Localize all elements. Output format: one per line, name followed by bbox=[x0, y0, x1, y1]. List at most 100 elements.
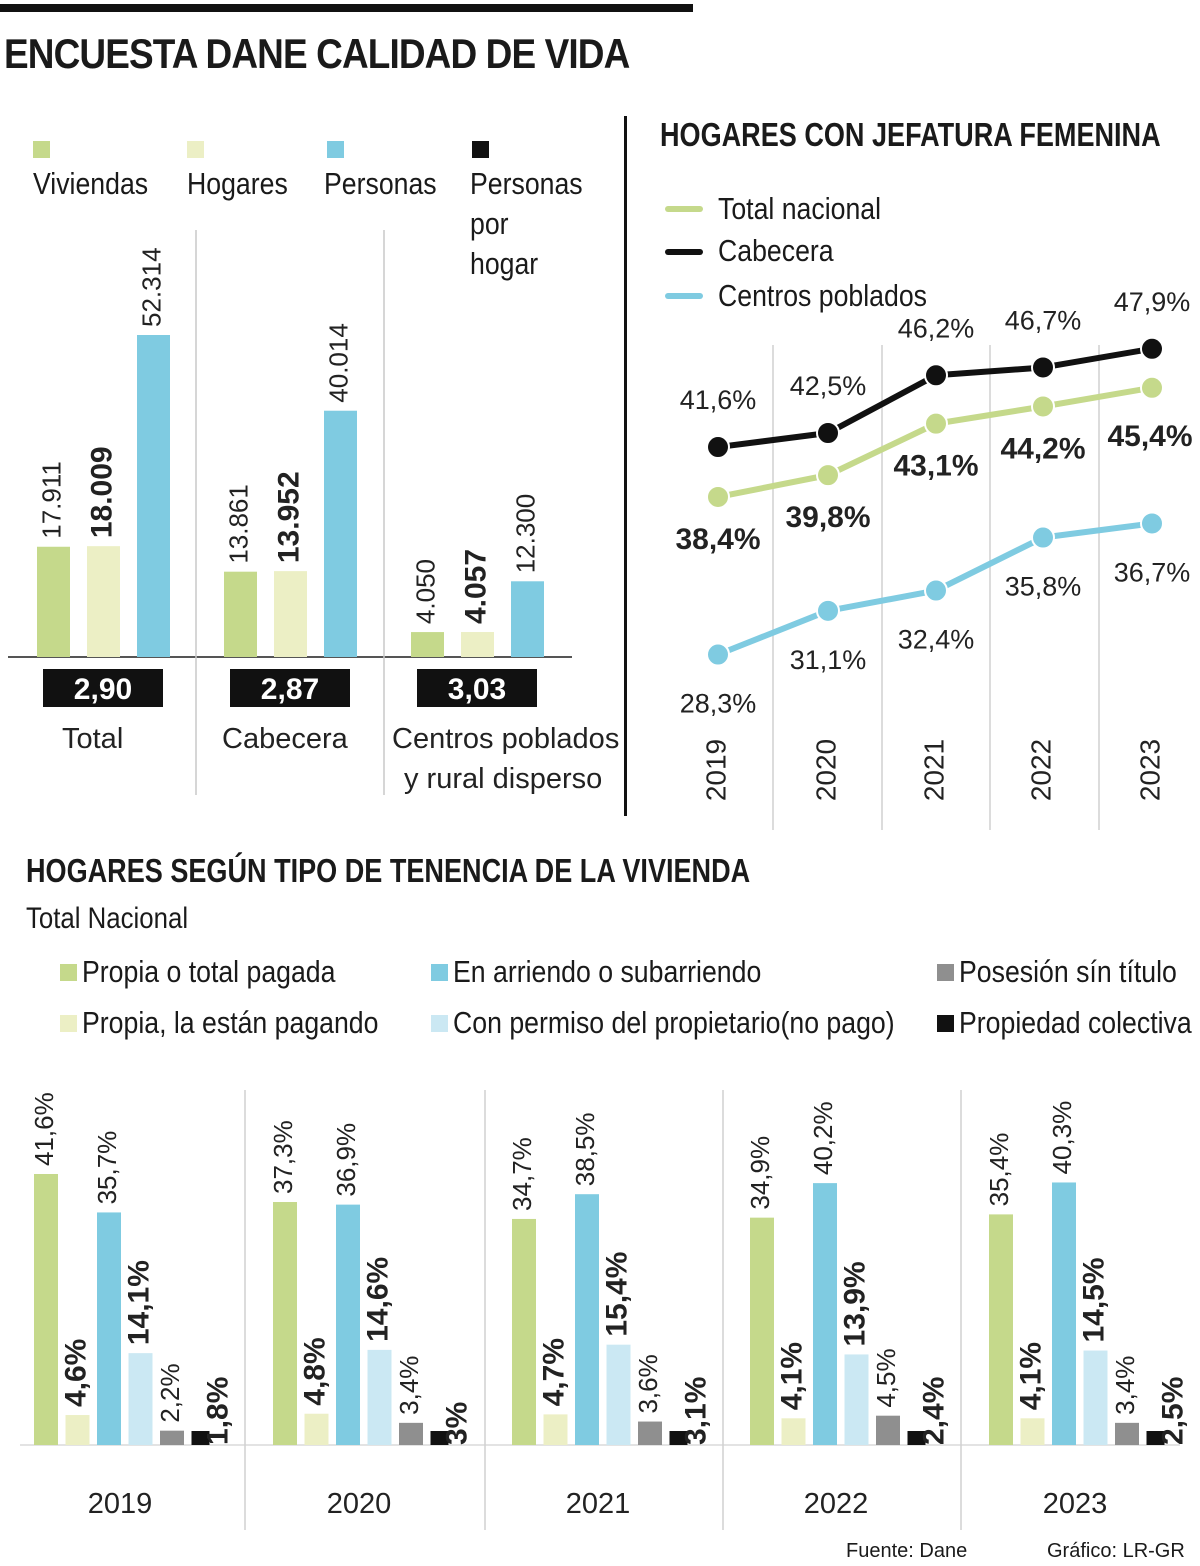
chart2-year-label-0: 2019 bbox=[700, 739, 731, 801]
tenure-bar-2-4 bbox=[1052, 1182, 1076, 1445]
legend-swatch-permiso bbox=[431, 1015, 448, 1032]
bar-label-hogares-1: 13.952 bbox=[272, 471, 305, 563]
legend-swatch-arriendo bbox=[431, 964, 448, 981]
tenure-label-2-3: 40,2% bbox=[808, 1101, 838, 1175]
bar-label-personas-2: 12.300 bbox=[510, 494, 540, 574]
chart3-year-label-0: 2019 bbox=[88, 1488, 153, 1520]
bar-viviendas-1 bbox=[224, 571, 257, 657]
tenure-bar-0-3 bbox=[750, 1217, 774, 1445]
tenure-label-0-1: 37,3% bbox=[268, 1120, 298, 1194]
chart1-category-label-2-0: Centros poblados bbox=[392, 723, 619, 755]
tenure-bar-4-0 bbox=[160, 1430, 184, 1445]
legend-label-personas: Personas bbox=[324, 166, 437, 201]
tenure-bar-5-3 bbox=[907, 1431, 926, 1445]
tenure-label-2-4: 40,3% bbox=[1047, 1101, 1077, 1175]
legend-label-viviendas: Viviendas bbox=[33, 166, 149, 201]
tenure-bar-3-0 bbox=[128, 1353, 153, 1445]
legend-label-propia-pagada: Propia o total pagada bbox=[82, 954, 336, 989]
tenure-bar-0-0 bbox=[34, 1174, 58, 1445]
bar-label-hogares-2: 4.057 bbox=[459, 549, 492, 624]
tenure-bar-2-2 bbox=[575, 1194, 599, 1445]
tenure-bar-2-1 bbox=[336, 1204, 360, 1445]
line-2-label-2: 32,4% bbox=[898, 625, 975, 655]
chart2-year-label-1: 2020 bbox=[810, 739, 841, 801]
tenure-bar-1-0 bbox=[65, 1415, 90, 1445]
line-0-label-4: 45,4% bbox=[1107, 420, 1192, 453]
legend-swatch-hogares bbox=[187, 141, 204, 158]
bar-label-viviendas-2: 4.050 bbox=[410, 559, 440, 624]
tenure-bar-4-2 bbox=[638, 1421, 662, 1445]
line-1-label-0: 41,6% bbox=[680, 385, 757, 415]
bar-label-viviendas-0: 17.911 bbox=[36, 461, 66, 539]
tenure-bar-5-0 bbox=[191, 1431, 210, 1445]
bar-hogares-1 bbox=[274, 571, 307, 657]
tenure-bar-0-4 bbox=[989, 1214, 1013, 1445]
tenure-label-2-0: 35,7% bbox=[92, 1131, 122, 1205]
tenure-label-5-1: 3% bbox=[440, 1402, 473, 1445]
tenure-label-3-4: 14,5% bbox=[1077, 1257, 1110, 1342]
line-0-point-4 bbox=[1140, 375, 1164, 400]
legend-swatch-posesion bbox=[937, 964, 954, 981]
line-2-label-1: 31,1% bbox=[790, 645, 867, 675]
tenure-label-5-0: 1,8% bbox=[201, 1377, 234, 1445]
tenure-bar-5-4 bbox=[1146, 1431, 1165, 1445]
tenure-label-2-1: 36,9% bbox=[331, 1123, 361, 1197]
tenure-bar-5-1 bbox=[430, 1431, 449, 1445]
tenure-label-5-3: 2,4% bbox=[917, 1377, 950, 1445]
line-0-point-0 bbox=[706, 484, 730, 509]
tenure-label-0-4: 35,4% bbox=[984, 1133, 1014, 1207]
line-2-label-4: 36,7% bbox=[1114, 557, 1191, 587]
tenure-label-5-4: 2,5% bbox=[1156, 1377, 1189, 1445]
tenure-chart-title: HOGARES SEGÚN TIPO DE TENENCIA DE LA VIV… bbox=[26, 852, 751, 889]
tenure-bar-1-2 bbox=[543, 1414, 568, 1445]
tenure-label-3-3: 13,9% bbox=[838, 1261, 871, 1346]
tenure-label-3-0: 14,1% bbox=[122, 1260, 155, 1345]
tenure-bar-3-3 bbox=[844, 1354, 869, 1445]
bar-label-personas-1: 40.014 bbox=[323, 323, 353, 403]
line-2-label-3: 35,8% bbox=[1005, 572, 1082, 602]
line-0-point-2 bbox=[924, 411, 948, 436]
tenure-label-3-1: 14,6% bbox=[361, 1257, 394, 1342]
chart2-year-label-3: 2022 bbox=[1025, 739, 1056, 801]
line-0-label-0: 38,4% bbox=[675, 523, 760, 556]
legend-label-posesion: Posesión sín título bbox=[959, 954, 1177, 989]
line-1-point-0 bbox=[706, 435, 730, 460]
tenure-bar-2-3 bbox=[813, 1183, 837, 1445]
tenure-label-0-2: 34,7% bbox=[507, 1137, 537, 1211]
bar-label-viviendas-1: 13.861 bbox=[223, 484, 253, 564]
line-0-label-3: 44,2% bbox=[1000, 432, 1085, 465]
tenure-label-2-2: 38,5% bbox=[570, 1112, 600, 1186]
tenure-bar-2-0 bbox=[97, 1212, 121, 1445]
line-0-label-2: 43,1% bbox=[893, 450, 978, 483]
tenure-label-4-3: 4,5% bbox=[871, 1348, 901, 1407]
line-2-label-0: 28,3% bbox=[680, 689, 757, 719]
legend-swatch-colectiva bbox=[937, 1015, 954, 1032]
tenure-label-1-3: 4,1% bbox=[775, 1342, 808, 1410]
legend-swatch-personas bbox=[327, 141, 344, 158]
legend-label-centros-poblados: Centros poblados bbox=[718, 278, 927, 313]
bar-label-personas-0: 52.314 bbox=[136, 247, 166, 327]
tenure-bar-1-3 bbox=[781, 1418, 806, 1445]
bar-personas-2 bbox=[511, 581, 544, 657]
legend-line-cabecera bbox=[665, 249, 703, 255]
chart1-category-label-2-1: y rural disperso bbox=[404, 763, 602, 795]
line-2-point-0 bbox=[706, 642, 730, 667]
personas-por-hogar-box-0 bbox=[43, 669, 163, 707]
section-divider bbox=[624, 116, 627, 816]
tenure-bar-1-4 bbox=[1020, 1418, 1045, 1445]
line-0-label-1: 39,8% bbox=[785, 501, 870, 534]
tenure-bar-0-1 bbox=[273, 1202, 297, 1445]
footer-credit: Gráfico: LR-GR bbox=[1047, 1540, 1185, 1562]
tenure-label-1-1: 4,8% bbox=[298, 1337, 331, 1405]
legend-label-permiso: Con permiso del propietario(no pago) bbox=[453, 1005, 895, 1040]
line-1-label-3: 46,7% bbox=[1005, 305, 1082, 335]
personas-por-hogar-box-2 bbox=[417, 669, 537, 707]
footer-source: Fuente: Dane bbox=[846, 1540, 968, 1562]
tenure-bar-3-1 bbox=[367, 1349, 392, 1445]
legend-label-arriendo: En arriendo o subarriendo bbox=[453, 954, 762, 989]
line-1-point-4 bbox=[1140, 336, 1164, 361]
tenure-bar-4-4 bbox=[1115, 1422, 1139, 1445]
tenure-bar-3-4 bbox=[1083, 1350, 1108, 1445]
tenure-bar-5-2 bbox=[669, 1431, 688, 1445]
line-chart-title: HOGARES CON JEFATURA FEMENINA bbox=[660, 116, 1161, 153]
